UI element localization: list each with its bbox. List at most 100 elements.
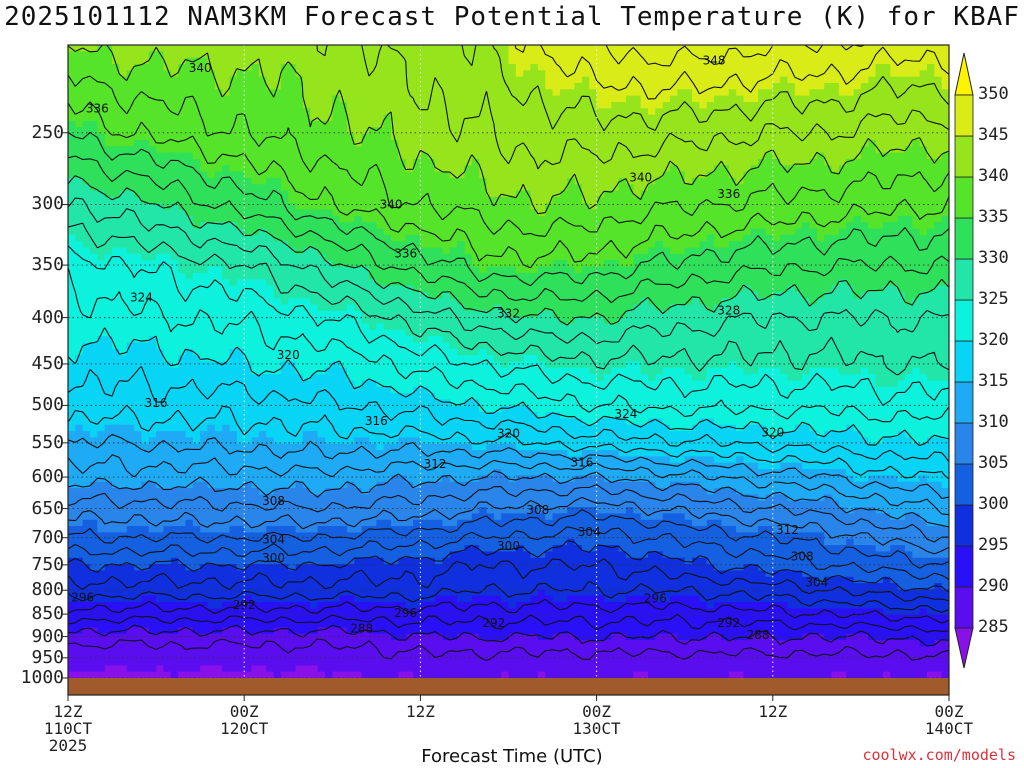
fill-cell <box>472 146 480 153</box>
fill-cell <box>890 229 898 236</box>
fill-cell <box>391 178 399 185</box>
fill-cell <box>832 165 840 172</box>
fill-cell <box>193 121 201 128</box>
fill-cell <box>347 222 355 229</box>
fill-cell <box>472 260 480 267</box>
fill-cell <box>582 70 590 77</box>
fill-cell <box>97 279 105 286</box>
fill-cell <box>824 254 832 261</box>
fill-cell <box>347 254 355 261</box>
fill-cell <box>538 70 546 77</box>
fill-cell <box>861 70 869 77</box>
fill-cell <box>883 115 891 122</box>
fill-cell <box>303 146 311 153</box>
fill-cell <box>501 216 509 223</box>
fill-cell <box>494 241 502 248</box>
fill-cell <box>721 121 729 128</box>
fill-cell <box>677 292 685 299</box>
fill-cell <box>575 197 583 204</box>
fill-cell <box>288 45 296 52</box>
fill-cell <box>876 229 884 236</box>
fill-cell <box>178 172 186 179</box>
fill-cell <box>215 102 223 109</box>
fill-cell <box>912 89 920 96</box>
fill-cell <box>435 51 443 58</box>
fill-cell <box>347 241 355 248</box>
fill-cell <box>450 210 458 217</box>
fill-cell <box>406 45 414 52</box>
fill-cell <box>597 89 605 96</box>
fill-cell <box>310 184 318 191</box>
fill-cell <box>758 229 766 236</box>
fill-cell <box>824 140 832 147</box>
fill-cell <box>604 178 612 185</box>
fill-cell <box>648 45 656 52</box>
fill-cell <box>296 241 304 248</box>
fill-cell <box>406 292 414 299</box>
fill-cell <box>802 70 810 77</box>
fill-cell <box>464 121 472 128</box>
fill-cell <box>699 134 707 141</box>
fill-cell <box>318 279 326 286</box>
fill-cell <box>296 172 304 179</box>
fill-cell <box>795 165 803 172</box>
fill-cell <box>604 134 612 141</box>
fill-cell <box>156 248 164 255</box>
fill-cell <box>163 96 171 103</box>
fill-cell <box>846 121 854 128</box>
fill-cell <box>699 191 707 198</box>
fill-cell <box>868 273 876 280</box>
fill-cell <box>597 184 605 191</box>
fill-cell <box>773 235 781 242</box>
fill-cell <box>252 89 260 96</box>
fill-cell <box>648 146 656 153</box>
fill-cell <box>325 292 333 299</box>
fill-cell <box>714 115 722 122</box>
fill-cell <box>391 153 399 160</box>
fill-cell <box>274 64 282 71</box>
fill-cell <box>288 96 296 103</box>
fill-cell <box>288 77 296 84</box>
fill-cell <box>699 96 707 103</box>
fill-cell <box>340 197 348 204</box>
fill-cell <box>560 254 568 261</box>
fill-cell <box>442 184 450 191</box>
fill-cell <box>868 286 876 293</box>
fill-cell <box>296 134 304 141</box>
fill-cell <box>824 298 832 305</box>
fill-cell <box>876 279 884 286</box>
fill-cell <box>751 45 759 52</box>
fill-cell <box>743 121 751 128</box>
fill-cell <box>795 222 803 229</box>
fill-cell <box>553 89 561 96</box>
fill-cell <box>545 96 553 103</box>
fill-cell <box>846 248 854 255</box>
fill-cell <box>156 286 164 293</box>
fill-cell <box>163 210 171 217</box>
fill-cell <box>486 260 494 267</box>
fill-cell <box>68 229 76 236</box>
fill-cell <box>619 134 627 141</box>
fill-cell <box>516 178 524 185</box>
fill-cell <box>178 70 186 77</box>
fill-cell <box>604 58 612 65</box>
fill-cell <box>545 89 553 96</box>
fill-cell <box>472 89 480 96</box>
fill-cell <box>927 146 935 153</box>
fill-cell <box>501 102 509 109</box>
fill-cell <box>450 241 458 248</box>
fill-cell <box>861 178 869 185</box>
fill-cell <box>149 254 157 261</box>
fill-cell <box>376 134 384 141</box>
fill-cell <box>310 96 318 103</box>
fill-cell <box>340 121 348 128</box>
fill-cell <box>883 140 891 147</box>
fill-cell <box>83 305 91 312</box>
fill-cell <box>787 292 795 299</box>
fill-cell <box>743 58 751 65</box>
fill-cell <box>149 108 157 115</box>
fill-cell <box>846 51 854 58</box>
fill-cell <box>185 267 193 274</box>
fill-cell <box>516 159 524 166</box>
fill-cell <box>509 210 517 217</box>
